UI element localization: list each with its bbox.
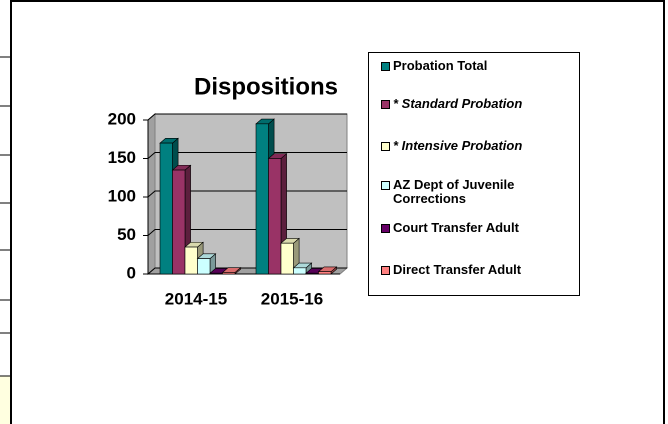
legend-label: Court Transfer Adult — [393, 220, 519, 235]
grid-line — [147, 152, 347, 159]
legend-item: Probation Total — [381, 59, 589, 73]
bar — [293, 267, 307, 275]
legend-swatch — [381, 142, 390, 151]
legend-label: Probation Total — [393, 58, 488, 73]
bar — [209, 272, 223, 275]
y-tick-label: 150 — [108, 148, 136, 167]
bar — [159, 142, 173, 275]
legend-label: * Standard Probation — [393, 96, 523, 111]
y-tick-label: 0 — [127, 263, 136, 282]
legend: Probation Total * Standard Probation * Int… — [368, 52, 580, 296]
bar — [318, 271, 332, 275]
legend-item: Court Transfer Adult — [381, 221, 589, 235]
legend-label: * Intensive Probation — [393, 138, 523, 153]
legend-swatch — [381, 100, 390, 109]
y-tick-label: 50 — [117, 225, 136, 244]
legend-item: * Intensive Probation — [381, 139, 589, 153]
sheet-strip — [0, 0, 10, 424]
y-tick-label: 200 — [108, 109, 136, 128]
legend-item: AZ Dept of Juvenile Corrections — [381, 178, 589, 206]
legend-label: Direct Transfer Adult — [393, 262, 522, 277]
x-tick-label: 2015-16 — [261, 289, 323, 308]
legend-swatch — [381, 181, 390, 190]
legend-swatch — [381, 266, 390, 275]
chart-border — [10, 0, 665, 424]
chart-title: Dispositions — [194, 73, 338, 100]
bar — [184, 246, 198, 275]
bar — [197, 258, 211, 275]
legend-swatch — [381, 224, 390, 233]
bar — [268, 158, 282, 275]
grid-line — [147, 113, 347, 121]
sheet-gridlines — [0, 56, 10, 377]
bar — [280, 242, 294, 275]
bar — [305, 272, 319, 275]
bar — [172, 169, 186, 275]
legend-item: Direct Transfer Adult — [381, 263, 589, 277]
x-tick-label: 2014-15 — [165, 289, 227, 308]
bar — [255, 123, 269, 275]
y-tick-label: 100 — [108, 186, 136, 205]
bar — [222, 272, 236, 275]
sheet-cell — [0, 376, 10, 424]
legend-label: AZ Dept of Juvenile Corrections — [393, 177, 515, 206]
legend-item: * Standard Probation — [381, 97, 589, 111]
legend-swatch — [381, 62, 390, 71]
